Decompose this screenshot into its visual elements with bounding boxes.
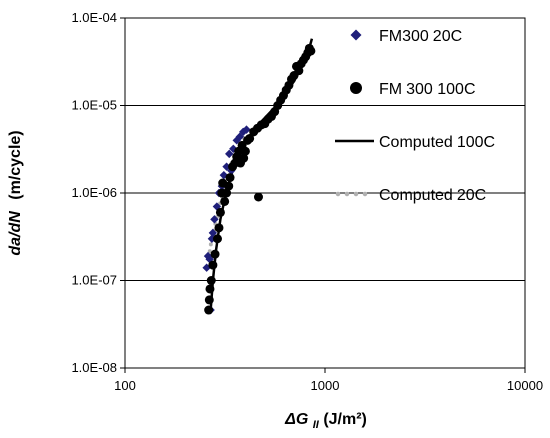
data-point-diamond	[242, 125, 251, 134]
axis-ticks: 1.0E-08 1.0E-07 1.0E-06 1.0E-05 1.0E-04 100 10…	[71, 10, 543, 393]
data-point-circle	[212, 234, 222, 244]
legend-item: FM300 20C	[350, 28, 462, 45]
y-tick-label: 1.0E-07	[71, 273, 117, 288]
data-point-circle	[245, 133, 255, 143]
legend-circle-marker	[350, 82, 362, 94]
data-point-diamond	[225, 149, 234, 159]
data-point-circle	[210, 249, 220, 259]
series-layer	[202, 38, 316, 315]
data-point-circle	[253, 192, 263, 202]
legend-label: Computed 20C	[379, 187, 486, 204]
data-point-circle	[222, 188, 232, 198]
legend-diamond-marker	[350, 29, 362, 41]
y-axis-title: da/dN (m/cycle)	[7, 130, 24, 255]
x-axis-title: ΔG II (J/m²)	[284, 411, 367, 432]
data-point-circle	[306, 46, 316, 56]
data-point-diamond	[208, 228, 218, 238]
data-point-circle	[214, 223, 224, 233]
legend-item: Computed 100C	[335, 134, 495, 151]
y-tick-label: 1.0E-04	[71, 10, 117, 25]
data-point-circle	[215, 207, 225, 217]
x-tick-label: 1000	[311, 378, 340, 393]
y-axis-title-unit: (m/cycle)	[7, 130, 24, 199]
legend-label: FM 300 100C	[379, 81, 476, 98]
legend-item: Computed 20C	[335, 187, 486, 204]
legend-label: FM300 20C	[379, 28, 462, 45]
data-point-circle	[205, 284, 215, 294]
legend-label: Computed 100C	[379, 134, 495, 151]
series-fm-300-100c	[204, 43, 316, 315]
data-point-circle	[294, 66, 304, 76]
data-point-circle	[208, 260, 218, 270]
data-point-circle	[224, 181, 234, 191]
data-point-circle	[239, 153, 249, 163]
x-axis-title-subscript: II	[313, 419, 320, 431]
legend: FM300 20C FM 300 100C Computed 100C Computed 20…	[335, 28, 495, 204]
x-tick-label: 100	[114, 378, 136, 393]
grid-lines	[125, 105, 525, 281]
x-axis-title-symbol: ΔG	[284, 411, 308, 428]
y-tick-label: 1.0E-05	[71, 98, 117, 113]
data-point-circle	[240, 146, 250, 156]
data-point-diamond	[210, 215, 219, 224]
data-point-circle	[206, 276, 216, 285]
data-point-circle	[220, 196, 230, 206]
data-point-diamond	[229, 144, 238, 153]
y-tick-label: 1.0E-06	[71, 185, 117, 200]
data-point-circle	[204, 295, 214, 305]
data-point-circle	[225, 173, 235, 183]
y-tick-label: 1.0E-08	[71, 360, 117, 375]
y-axis-title-main: da/dN	[7, 211, 24, 256]
data-point-circle	[204, 305, 214, 315]
legend-item: FM 300 100C	[350, 81, 476, 98]
x-tick-label: 10000	[507, 378, 543, 393]
x-axis-title-unit: (J/m²)	[323, 411, 367, 428]
